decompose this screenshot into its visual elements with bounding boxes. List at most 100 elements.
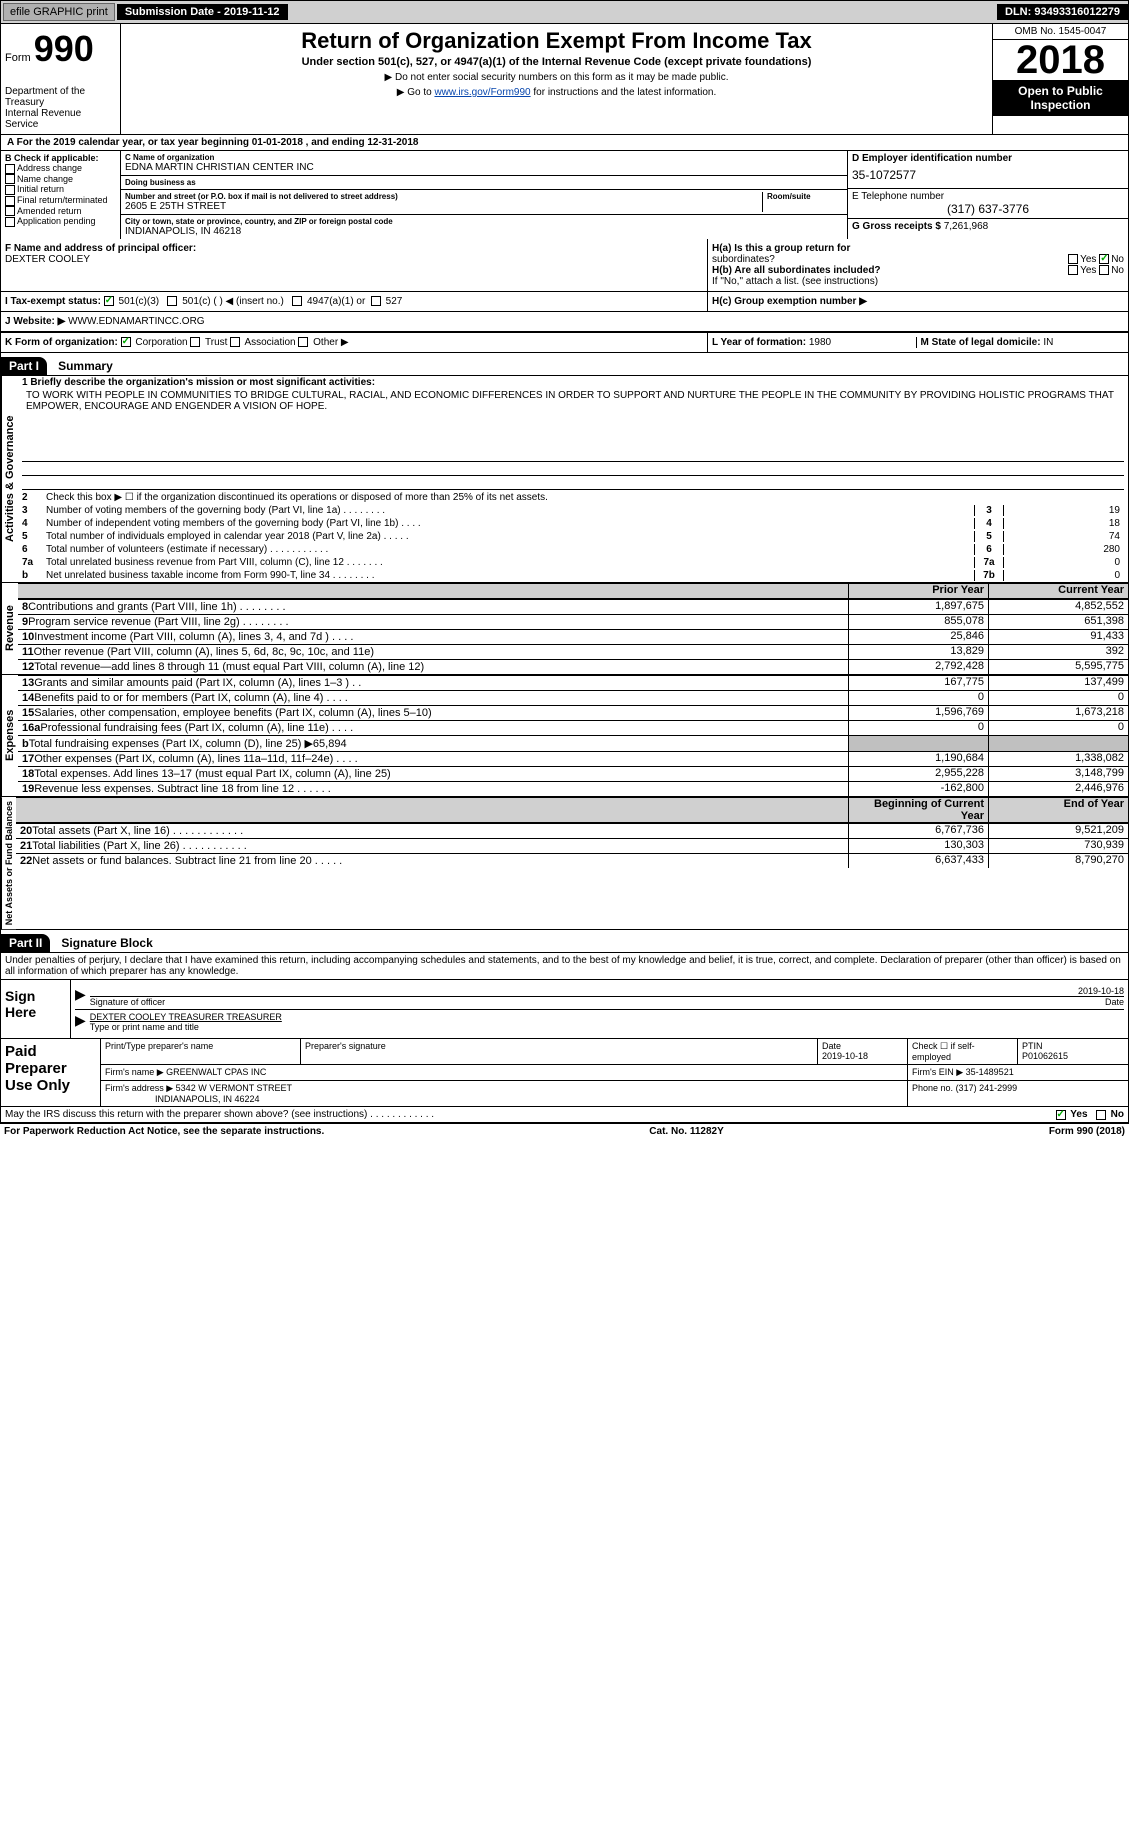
k-label: K Form of organization:	[5, 337, 118, 348]
d-ein-label: D Employer identification number	[852, 153, 1124, 164]
summary-line: 5Total number of individuals employed in…	[18, 530, 1128, 543]
part1-subtitle: Summary	[50, 359, 113, 373]
cb-app-pending[interactable]	[5, 217, 15, 227]
summary-line: bNet unrelated business taxable income f…	[18, 569, 1128, 582]
ptin: P01062615	[1022, 1051, 1068, 1061]
hb-note: If "No," attach a list. (see instruction…	[712, 276, 1124, 287]
self-emp: Check ☐ if self-employed	[908, 1039, 1018, 1064]
ha-no: No	[1111, 254, 1124, 265]
prep-sig-label: Preparer's signature	[301, 1039, 818, 1064]
revenue-grid: Revenue Prior Year Current Year 8Contrib…	[0, 583, 1129, 675]
gross-receipts: 7,261,968	[944, 221, 989, 232]
cb-amended[interactable]	[5, 206, 15, 216]
street: 2605 E 25TH STREET	[125, 201, 758, 212]
department: Department of the Treasury Internal Reve…	[5, 86, 116, 130]
org-name: EDNA MARTIN CHRISTIAN CENTER INC	[125, 162, 843, 173]
summary-grid: Activities & Governance 1 Briefly descri…	[0, 376, 1129, 583]
cat-no: Cat. No. 11282Y	[649, 1126, 723, 1137]
cb-501c[interactable]	[167, 296, 177, 306]
form-subtitle: Under section 501(c), 527, or 4947(a)(1)…	[129, 56, 984, 68]
room-label: Room/suite	[767, 192, 843, 201]
name-title-label: Type or print name and title	[90, 1022, 1124, 1032]
cb-527[interactable]	[371, 296, 381, 306]
cb-other[interactable]	[298, 337, 308, 347]
open-to-public: Open to Public Inspection	[993, 80, 1128, 116]
firm-name-label: Firm's name ▶	[105, 1067, 164, 1077]
city-label: City or town, state or province, country…	[125, 217, 843, 226]
ein: 35-1072577	[852, 164, 1124, 186]
efile-print-button[interactable]: efile GRAPHIC print	[3, 3, 115, 21]
cb-hb-yes[interactable]	[1068, 265, 1078, 275]
officer-name: DEXTER COOLEY	[5, 254, 703, 265]
period-row: A For the 2019 calendar year, or tax yea…	[0, 135, 1129, 151]
sig-date-label: Date	[1105, 997, 1124, 1007]
irs-link[interactable]: www.irs.gov/Form990	[434, 87, 530, 98]
cb-trust[interactable]	[190, 337, 200, 347]
hc-label: H(c) Group exemption number ▶	[712, 296, 867, 307]
cb-assoc[interactable]	[230, 337, 240, 347]
vert-expenses: Expenses	[1, 675, 18, 796]
line2: Check this box ▶ ☐ if the organization d…	[46, 492, 1124, 503]
cb-name-change[interactable]	[5, 174, 15, 184]
paid-preparer-section: Paid Preparer Use Only Print/Type prepar…	[0, 1039, 1129, 1107]
data-line: 22Net assets or fund balances. Subtract …	[16, 853, 1128, 868]
cb-final-return[interactable]	[5, 196, 15, 206]
cb-4947[interactable]	[292, 296, 302, 306]
data-line: 10Investment income (Part VIII, column (…	[18, 629, 1128, 644]
officer-name-title: DEXTER COOLEY TREASURER TREASURER	[90, 1012, 1124, 1022]
note-ssn: ▶ Do not enter social security numbers o…	[129, 72, 984, 83]
goto-pre: ▶ Go to	[397, 87, 435, 98]
footer: For Paperwork Reduction Act Notice, see …	[0, 1123, 1129, 1139]
prep-date-label: Date	[822, 1041, 841, 1051]
data-line: bTotal fundraising expenses (Part IX, co…	[18, 735, 1128, 751]
cb-address-change[interactable]	[5, 164, 15, 174]
website: WWW.EDNAMARTINCC.ORG	[68, 316, 204, 327]
cb-discuss-yes[interactable]	[1056, 1110, 1066, 1120]
ha-sub: subordinates?	[712, 254, 775, 265]
cb-hb-no[interactable]	[1099, 265, 1109, 275]
footer-year: 2018	[1099, 1126, 1121, 1137]
submission-date: Submission Date - 2019-11-12	[117, 4, 288, 20]
discuss-row: May the IRS discuss this return with the…	[0, 1107, 1129, 1123]
firm-addr1: 5342 W VERMONT STREET	[176, 1083, 292, 1093]
vert-revenue: Revenue	[1, 583, 18, 674]
data-line: 9Program service revenue (Part VIII, lin…	[18, 614, 1128, 629]
b-item-2: Initial return	[17, 184, 64, 194]
vert-netassets: Net Assets or Fund Balances	[1, 797, 16, 929]
phone: (317) 637-3776	[852, 202, 1124, 216]
hb-no: No	[1111, 265, 1124, 276]
data-line: 18Total expenses. Add lines 13–17 (must …	[18, 766, 1128, 781]
hdr-begin: Beginning of Current Year	[848, 798, 988, 822]
cb-initial-return[interactable]	[5, 185, 15, 195]
arrow-icon-2: ▶	[75, 1012, 86, 1032]
k-opt1: Trust	[205, 337, 227, 348]
m-label: M State of legal domicile:	[921, 337, 1041, 348]
cb-discuss-no[interactable]	[1096, 1110, 1106, 1120]
data-line: 14Benefits paid to or for members (Part …	[18, 690, 1128, 705]
b-item-4: Amended return	[17, 206, 82, 216]
sign-here-section: Sign Here ▶ 2019-10-18 Signature of offi…	[0, 980, 1129, 1039]
data-line: 13Grants and similar amounts paid (Part …	[18, 675, 1128, 690]
section-i: I Tax-exempt status: 501(c)(3) 501(c) ( …	[0, 292, 1129, 312]
firm-phone: (317) 241-2999	[956, 1083, 1018, 1093]
b-item-5: Application pending	[17, 216, 96, 226]
ptin-label: PTIN	[1022, 1041, 1043, 1051]
part2-subtitle: Signature Block	[53, 936, 152, 950]
i-label: I Tax-exempt status:	[5, 296, 101, 307]
firm-addr2: INDIANAPOLIS, IN 46224	[155, 1094, 260, 1104]
prep-date: 2019-10-18	[822, 1051, 868, 1061]
dba-label: Doing business as	[125, 178, 843, 187]
cb-ha-no[interactable]	[1099, 254, 1109, 264]
goto-post: for instructions and the latest informat…	[531, 87, 717, 98]
data-line: 15Salaries, other compensation, employee…	[18, 705, 1128, 720]
cb-501c3[interactable]	[104, 296, 114, 306]
gross-label: G Gross receipts $	[852, 221, 941, 232]
data-line: 20Total assets (Part X, line 16) . . . .…	[16, 823, 1128, 838]
discuss-text: May the IRS discuss this return with the…	[5, 1109, 434, 1120]
b-item-0: Address change	[17, 163, 82, 173]
cb-ha-yes[interactable]	[1068, 254, 1078, 264]
data-line: 21Total liabilities (Part X, line 26) . …	[16, 838, 1128, 853]
cb-corp[interactable]	[121, 337, 131, 347]
note-goto: ▶ Go to www.irs.gov/Form990 for instruct…	[129, 87, 984, 98]
data-line: 19Revenue less expenses. Subtract line 1…	[18, 781, 1128, 796]
